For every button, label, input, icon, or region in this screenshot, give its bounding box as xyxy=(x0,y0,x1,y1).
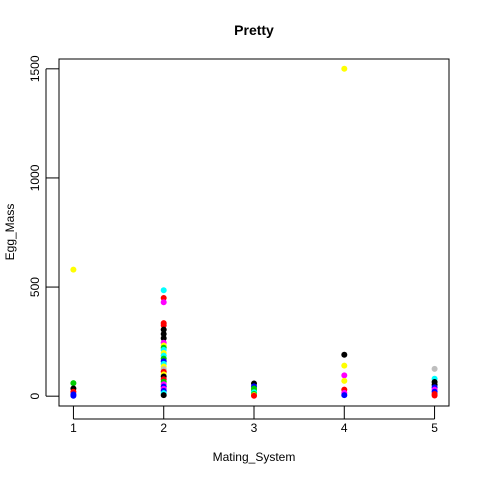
data-point xyxy=(341,372,348,379)
chart-title: Pretty xyxy=(234,22,274,38)
x-tick-label-2: 2 xyxy=(160,421,167,435)
data-point xyxy=(251,392,257,399)
data-point xyxy=(160,299,167,306)
data-point xyxy=(341,65,348,72)
y-tick-label-1500: 1500 xyxy=(28,55,42,82)
data-point xyxy=(160,331,167,337)
data-point xyxy=(341,377,348,384)
data-point xyxy=(160,295,167,301)
data-point xyxy=(160,322,167,329)
data-point xyxy=(341,362,348,369)
data-point xyxy=(431,392,438,399)
plot-frame xyxy=(58,58,450,407)
x-axis: 1 2 3 4 5 xyxy=(70,406,438,435)
y-tick-label-1000: 1000 xyxy=(28,164,42,191)
data-point xyxy=(160,287,167,294)
data-point xyxy=(160,392,167,399)
y-tick-label-500: 500 xyxy=(28,277,42,297)
x-tick-label-3: 3 xyxy=(251,421,258,435)
data-point xyxy=(431,365,438,372)
x-axis-title: Mating_System xyxy=(213,450,296,464)
x-tick-label-4: 4 xyxy=(341,421,348,435)
y-tick-label-0: 0 xyxy=(28,393,42,400)
y-axis: 0 500 1000 1500 xyxy=(28,55,59,400)
data-point xyxy=(70,266,77,273)
data-points xyxy=(70,65,438,399)
data-point xyxy=(70,392,77,399)
data-point xyxy=(160,326,167,333)
data-point xyxy=(341,392,348,399)
y-axis-title: Egg_Mass xyxy=(3,204,17,261)
data-point xyxy=(70,380,77,387)
data-point xyxy=(160,335,167,342)
data-point xyxy=(341,351,348,358)
x-tick-label-5: 5 xyxy=(431,421,438,435)
x-tick-label-1: 1 xyxy=(70,421,77,435)
